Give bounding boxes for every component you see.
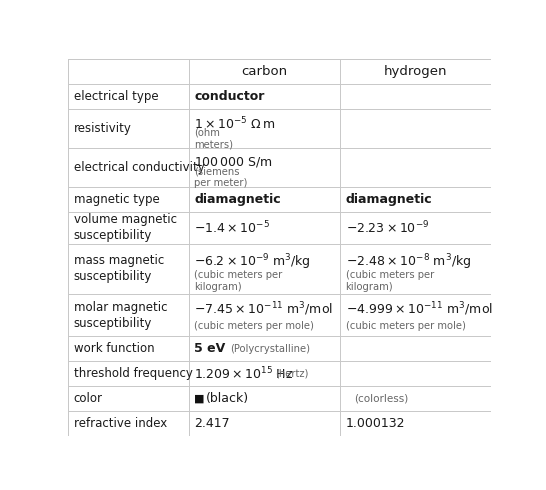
Text: (cubic meters per mole): (cubic meters per mole) [346,321,466,331]
Text: 5 eV: 5 eV [194,343,225,355]
Text: work function: work function [74,343,155,355]
Text: diamagnetic: diamagnetic [194,193,281,206]
Text: resistivity: resistivity [74,122,132,135]
Text: molar magnetic
susceptibility: molar magnetic susceptibility [74,300,167,329]
Text: $1.209\times10^{15}$ Hz: $1.209\times10^{15}$ Hz [194,366,294,382]
Text: (siemens
per meter): (siemens per meter) [194,166,248,188]
Text: ■: ■ [194,394,205,404]
Text: (black): (black) [206,392,250,405]
Text: mass magnetic
susceptibility: mass magnetic susceptibility [74,254,164,283]
Text: $-2.23\times10^{-9}$: $-2.23\times10^{-9}$ [346,220,429,236]
Text: (hertz): (hertz) [275,369,308,379]
Text: $-4.999\times10^{-11}$ m$^3$/mol: $-4.999\times10^{-11}$ m$^3$/mol [346,301,492,318]
Text: electrical type: electrical type [74,91,158,103]
Text: (cubic meters per mole): (cubic meters per mole) [194,321,314,331]
Text: $-7.45\times10^{-11}$ m$^3$/mol: $-7.45\times10^{-11}$ m$^3$/mol [194,301,334,318]
Text: hydrogen: hydrogen [384,65,448,78]
Text: electrical conductivity: electrical conductivity [74,161,205,174]
Text: (colorless): (colorless) [354,394,408,404]
Text: $-6.2\times10^{-9}$ m$^3$/kg: $-6.2\times10^{-9}$ m$^3$/kg [194,253,311,272]
Text: color: color [74,392,103,405]
Text: $-2.48\times10^{-8}$ m$^3$/kg: $-2.48\times10^{-8}$ m$^3$/kg [346,253,471,272]
Text: $-1.4\times10^{-5}$: $-1.4\times10^{-5}$ [194,220,270,236]
Text: threshold frequency: threshold frequency [74,368,193,380]
Text: refractive index: refractive index [74,417,167,430]
Text: $1\times10^{-5}$ $\Omega\,$m: $1\times10^{-5}$ $\Omega\,$m [194,115,276,132]
Text: volume magnetic
susceptibility: volume magnetic susceptibility [74,213,177,243]
Text: (cubic meters per
kilogram): (cubic meters per kilogram) [346,270,434,292]
Text: $100\,000$ S/m: $100\,000$ S/m [194,155,274,170]
Text: magnetic type: magnetic type [74,193,159,206]
Text: (cubic meters per
kilogram): (cubic meters per kilogram) [194,270,283,292]
Text: carbon: carbon [241,65,288,78]
Text: 1.000132: 1.000132 [346,417,405,430]
Text: (ohm
meters): (ohm meters) [194,127,233,149]
Text: (Polycrystalline): (Polycrystalline) [230,344,310,354]
Text: 2.417: 2.417 [194,417,230,430]
Text: diamagnetic: diamagnetic [346,193,432,206]
Text: conductor: conductor [194,91,265,103]
